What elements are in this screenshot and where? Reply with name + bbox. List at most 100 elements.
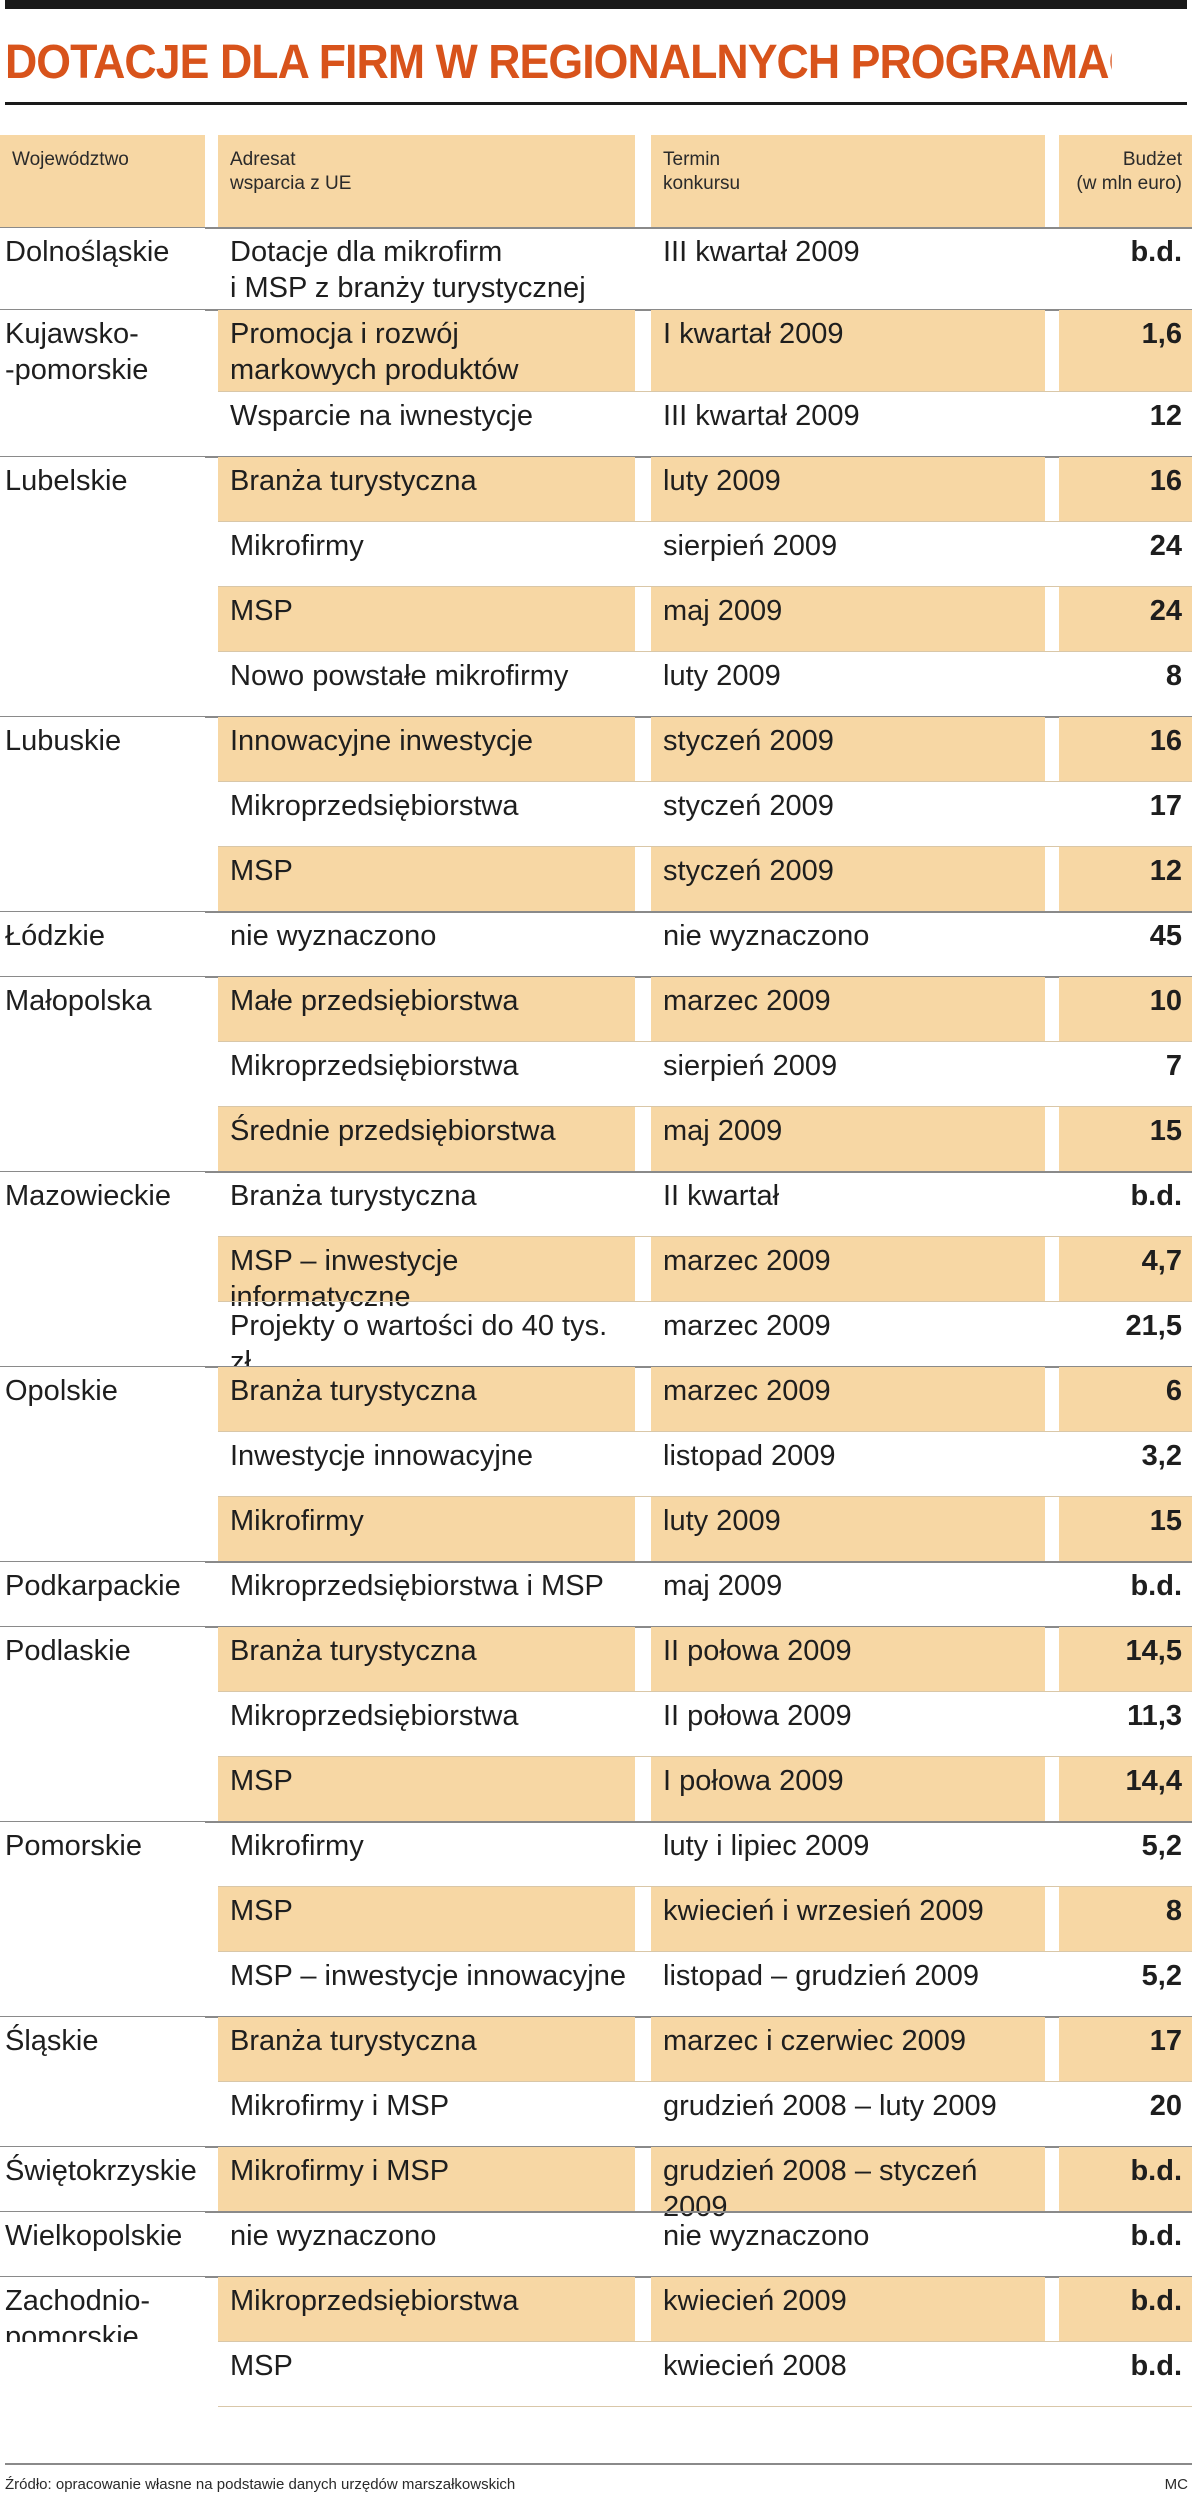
author-initials: MC <box>1164 2476 1188 2493</box>
cell-termin: II kwartał <box>663 1180 780 1212</box>
cell-termin: styczeń 2009 <box>651 847 1045 912</box>
cell-termin: I kwartał 2009 <box>651 310 1045 392</box>
cell-budzet: 45 <box>1149 920 1182 952</box>
cell-adresat: Mikroprzedsiębiorstwa <box>218 2277 635 2342</box>
table-row: Kujawsko- -pomorskie Promocja i rozwój mark… <box>0 309 1200 392</box>
header-wojewodztwo: Województwo <box>0 135 205 228</box>
source-note: Źródło: opracowanie własne na podstawie … <box>5 2476 516 2493</box>
cell-region <box>0 1692 205 1757</box>
cell-region-line: Pomorskie <box>5 1830 142 1862</box>
cell-budzet: 24 <box>1149 530 1182 562</box>
cell-budzet: 5,2 <box>1141 1830 1182 1862</box>
table-row: MSP – inwestycje informatyczne marzec 200… <box>0 1237 1200 1313</box>
cell-budzet: 20 <box>1149 2090 1182 2122</box>
cell-termin: marzec i czerwiec 2009 <box>651 2017 1045 2082</box>
cell-termin: listopad – grudzień 2009 <box>663 1960 980 1992</box>
table-row: Pomorskie Mikrofirmy luty i lipiec 2009 5,2 <box>0 1821 1200 1887</box>
group-divider <box>0 1561 1192 1563</box>
cell-adresat: MSP <box>218 2342 635 2407</box>
table-row: Inwestycje innowacyjne listopad 2009 3,2 <box>0 1432 1200 1497</box>
row-separator <box>218 1756 1192 1757</box>
cell-termin: luty 2009 <box>651 457 1045 522</box>
table-row: MSP – inwestycje innowacyjne listopad – g… <box>0 1952 1200 2017</box>
cell-adresat: Mikrofirmy i MSP <box>218 2147 635 2212</box>
cell-region <box>0 652 205 717</box>
cell-termin: nie wyznaczono <box>663 920 870 952</box>
cell-adresat-line: Mikroprzedsiębiorstwa i MSP <box>230 1570 604 1602</box>
table-row: Zachodnio-pomorskie Mikroprzedsiębiorstwa… <box>0 2276 1200 2353</box>
cell-budzet: 24 <box>1059 587 1192 652</box>
cell-budzet: 15 <box>1059 1497 1192 1562</box>
cell-adresat: Dotacje dla mikrofirm i MSP z branży tury… <box>218 228 635 310</box>
cell-region-line: Mazowieckie <box>5 1180 171 1212</box>
header-adresat-line2: wsparcia z UE <box>230 173 352 194</box>
cell-adresat: MSP <box>218 1757 635 1822</box>
cell-budzet: b.d. <box>1130 1570 1182 1602</box>
cell-adresat-line: Mikrofirmy i MSP <box>230 2155 450 2187</box>
cell-adresat-line: MSP <box>230 1895 293 1927</box>
header-termin-line2: konkursu <box>663 173 741 194</box>
cell-region-line: Kujawsko- <box>5 318 139 350</box>
cell-budzet: 15 <box>1059 1107 1192 1172</box>
cell-termin: listopad 2009 <box>663 1440 836 1472</box>
row-separator <box>218 1041 1192 1042</box>
cell-adresat: Mikroprzedsiębiorstwa <box>218 1692 635 1757</box>
cell-region: Podkarpackie <box>0 1562 205 1627</box>
cell-adresat: MSP – inwestycje innowacyjne <box>218 1952 635 2017</box>
cell-adresat: Branża turystyczna <box>218 1367 635 1432</box>
cell-termin: sierpień 2009 <box>663 1050 838 1082</box>
cell-adresat-line: Branża turystyczna <box>230 465 477 497</box>
cell-region-line: Lubuskie <box>5 725 122 757</box>
cell-adresat-line: Wsparcie na iwnestycje <box>230 400 533 432</box>
table-row: Świętokrzyskie Mikrofirmy i MSP grudzień 2… <box>0 2146 1200 2223</box>
cell-region <box>0 1887 205 1952</box>
cell-budzet: 16 <box>1059 457 1192 522</box>
cell-region-line: Śląskie <box>5 2025 99 2057</box>
cell-adresat: Mikroprzedsiębiorstwa <box>218 1042 635 1107</box>
cell-region <box>0 1302 205 1367</box>
cell-adresat: MSP <box>218 587 635 652</box>
header-budzet-line2: (w mln euro) <box>1076 173 1182 194</box>
cell-adresat: Inwestycje innowacyjne <box>218 1432 635 1497</box>
table-row: Wielkopolskie nie wyznaczono nie wyznaczon… <box>0 2211 1200 2277</box>
cell-region <box>0 1042 205 1107</box>
cell-adresat: MSP <box>218 1887 635 1952</box>
cell-adresat: Nowo powstałe mikrofirmy <box>218 652 635 717</box>
header-termin: Termin konkursu <box>651 135 1045 228</box>
cell-adresat: Innowacyjne inwestycje <box>218 717 635 782</box>
cell-region-line: Wielkopolskie <box>5 2220 183 2252</box>
cell-budzet: 8 <box>1059 1887 1192 1952</box>
row-separator <box>218 2081 1192 2082</box>
cell-region: Wielkopolskie <box>0 2212 205 2277</box>
row-separator <box>218 586 1192 587</box>
cell-region: Opolskie <box>0 1367 205 1432</box>
row-separator <box>218 846 1192 847</box>
cell-region-line: Podlaskie <box>5 1635 131 1667</box>
table-row: Podkarpackie Mikroprzedsiębiorstwa i MSP m… <box>0 1561 1200 1627</box>
cell-termin: marzec 2009 <box>651 1237 1045 1302</box>
table-row: MSP kwiecień 2008 b.d. <box>0 2342 1200 2407</box>
cell-region: Podlaskie <box>0 1627 205 1692</box>
cell-region: Dolnośląskie <box>0 228 205 310</box>
cell-adresat-line: Nowo powstałe mikrofirmy <box>230 660 569 692</box>
cell-budzet: 12 <box>1059 847 1192 912</box>
cell-adresat-line: MSP <box>230 855 293 887</box>
cell-region: Kujawsko- -pomorskie <box>0 310 205 392</box>
cell-region: Lubelskie <box>0 457 205 522</box>
cell-budzet: 3,2 <box>1141 1440 1182 1472</box>
cell-budzet: b.d. <box>1059 2147 1192 2212</box>
cell-adresat: Branża turystyczna <box>218 2017 635 2082</box>
cell-budzet: 7 <box>1165 1050 1182 1082</box>
cell-adresat-line: Branża turystyczna <box>230 1375 477 1407</box>
top-rule <box>5 0 1187 9</box>
cell-adresat-line: Mikrofirmy <box>230 1505 364 1537</box>
cell-region: Lubuskie <box>0 717 205 782</box>
cell-budzet: 11,3 <box>1127 1700 1182 1732</box>
cell-adresat-line: Małe przedsiębiorstwa <box>230 985 519 1017</box>
cell-budzet: 16 <box>1059 717 1192 782</box>
cell-adresat: Mikroprzedsiębiorstwa i MSP <box>218 1562 635 1627</box>
row-separator <box>218 1431 1192 1432</box>
cell-adresat-line: MSP – inwestycje informatyczne <box>230 1245 459 1313</box>
cell-region <box>0 847 205 912</box>
cell-adresat-line: Mikrofirmy <box>230 1830 364 1862</box>
